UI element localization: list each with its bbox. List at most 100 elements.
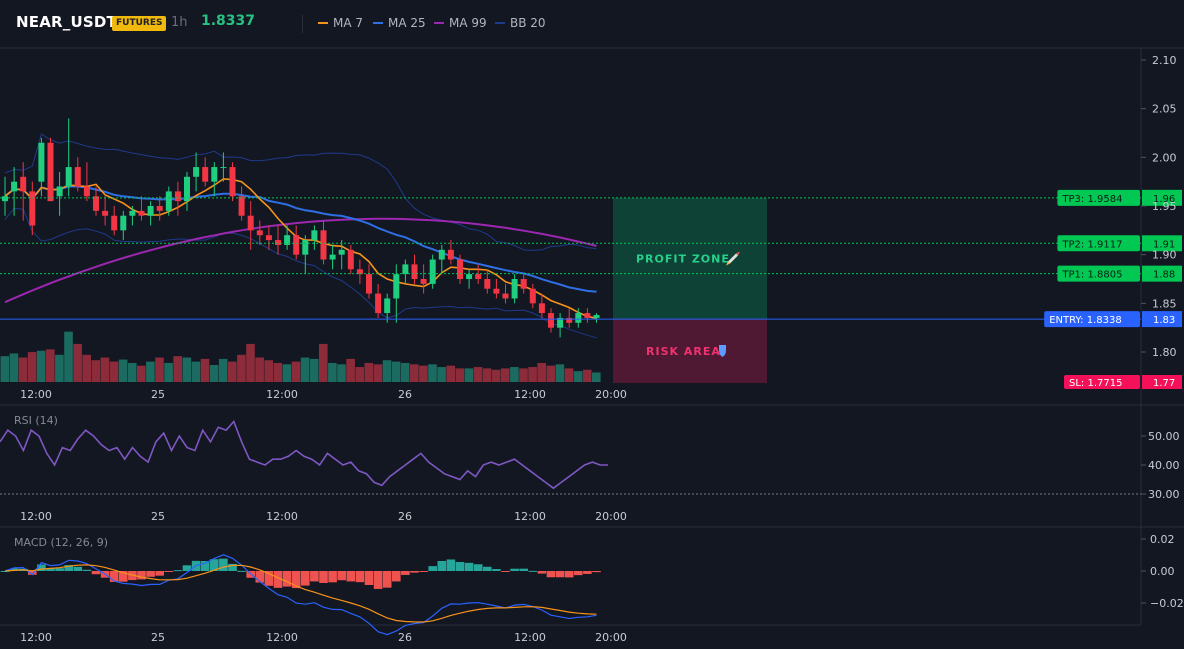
candle-body	[566, 317, 573, 323]
volume-bar	[437, 367, 446, 382]
macd-hist-bar	[282, 571, 292, 587]
candle-body	[220, 167, 227, 169]
volume-bar	[564, 368, 574, 382]
macd-hist-bar	[273, 571, 283, 588]
legend-ma25-label: MA 25	[388, 16, 426, 30]
candle-body	[575, 313, 582, 323]
candle-body	[256, 230, 263, 236]
macd-line	[4, 554, 597, 636]
macd-hist-bar	[355, 571, 365, 583]
volume-bar	[428, 364, 437, 382]
volume-bar	[419, 365, 428, 382]
volume-bar	[0, 356, 10, 382]
time-tick-label: 12:00	[20, 631, 52, 644]
candle-body	[375, 293, 382, 314]
volume-bar	[510, 367, 519, 382]
volume-bar	[18, 357, 28, 382]
macd-hist-bar	[546, 571, 556, 578]
macd-title: MACD (12, 26, 9)	[14, 536, 108, 549]
volume-bar	[464, 368, 474, 382]
macd-tick-label: 0.02	[1150, 533, 1175, 546]
candle-body	[20, 176, 27, 192]
candle-body	[520, 279, 527, 289]
candle-body	[502, 293, 509, 299]
candle-body	[584, 313, 591, 318]
price-tick-label: 1.90	[1152, 249, 1177, 262]
volume-bar	[173, 356, 182, 382]
candle-body	[393, 274, 400, 299]
price-tick-label: 2.05	[1152, 103, 1177, 116]
tp1-label-box	[1057, 265, 1140, 282]
macd-hist-bar	[564, 571, 574, 578]
timeframe-label[interactable]: 1h	[171, 15, 188, 30]
macd-hist-bar	[9, 568, 19, 571]
volume-bar	[137, 365, 146, 382]
price-tick-label: 2.10	[1152, 54, 1177, 67]
volume-bar	[82, 354, 91, 382]
tp2-label-box	[1057, 235, 1140, 252]
bb-lower-line	[4, 207, 597, 339]
macd-hist-bar	[301, 571, 310, 586]
tp1-label: TP1: 1.8805	[1061, 270, 1122, 281]
macd-hist-bar	[410, 571, 419, 573]
symbol-name[interactable]: NEAR_USDT	[16, 13, 117, 31]
ma7-line	[4, 178, 597, 319]
macd-hist-bar	[519, 568, 528, 571]
tp1-axis-box	[1142, 265, 1182, 282]
level-lines: TP3: 1.9584 1.96 TP2: 1.9117 1.91 TP1: 1.880…	[0, 189, 1182, 389]
volume-bar	[455, 368, 465, 382]
time-tick-label: 26	[398, 388, 412, 401]
volume-bar	[36, 350, 46, 382]
time-tick-label: 12:00	[514, 510, 546, 523]
candle-body	[384, 298, 391, 314]
legend-bb20[interactable]: BB 20	[495, 15, 546, 31]
ma7-swatch	[318, 21, 328, 24]
candle-body	[120, 215, 127, 231]
volume-bar	[482, 368, 492, 382]
candle-body	[102, 210, 109, 216]
candles	[2, 118, 600, 338]
candle-body	[329, 254, 336, 260]
price-indicators	[4, 133, 597, 339]
macd-hist-bar	[419, 571, 428, 572]
volume-bar	[555, 364, 565, 382]
volume-bar	[91, 360, 101, 382]
macd-hist-bar	[592, 571, 601, 573]
volume-bar	[73, 343, 82, 382]
volume-bar	[255, 357, 264, 382]
sl-axis-label: 1.77	[1153, 378, 1175, 389]
legend-ma99-label: MA 99	[449, 16, 487, 30]
rsi-tick-label: 50.00	[1148, 430, 1180, 443]
profit-zone[interactable]	[613, 197, 767, 320]
volume-bar	[64, 331, 73, 382]
time-tick-label: 12:00	[266, 510, 298, 523]
volume-bar	[9, 353, 19, 382]
candle-body	[293, 235, 300, 255]
volume-bar	[191, 361, 201, 382]
macd-hist-bar	[137, 571, 146, 580]
volume-bar	[582, 369, 592, 382]
risk-area[interactable]	[613, 319, 767, 383]
bb20-swatch	[495, 21, 505, 24]
legend-ma99[interactable]: MA 99	[434, 15, 487, 31]
legend-ma7[interactable]: MA 7	[318, 15, 363, 31]
candle-body	[147, 206, 154, 216]
rsi-title: RSI (14)	[14, 414, 58, 427]
time-tick-label: 12:00	[266, 631, 298, 644]
macd-hist-bar	[346, 571, 356, 582]
macd-hist-bar	[483, 566, 492, 571]
legend-ma25[interactable]: MA 25	[373, 15, 426, 31]
macd-hist-bar	[291, 571, 301, 589]
candle-body	[284, 235, 291, 245]
volume-bar	[473, 367, 483, 382]
sl-label: SL: 1.7715	[1069, 378, 1122, 389]
macd-hist-bar	[200, 561, 210, 571]
candle-body	[302, 240, 309, 255]
time-tick-label: 20:00	[595, 631, 627, 644]
macd-hist-bar	[109, 571, 119, 582]
candle-body	[356, 269, 363, 275]
macd-hist-bar	[537, 571, 547, 574]
candle-body	[548, 313, 554, 328]
candle-body	[83, 186, 90, 197]
